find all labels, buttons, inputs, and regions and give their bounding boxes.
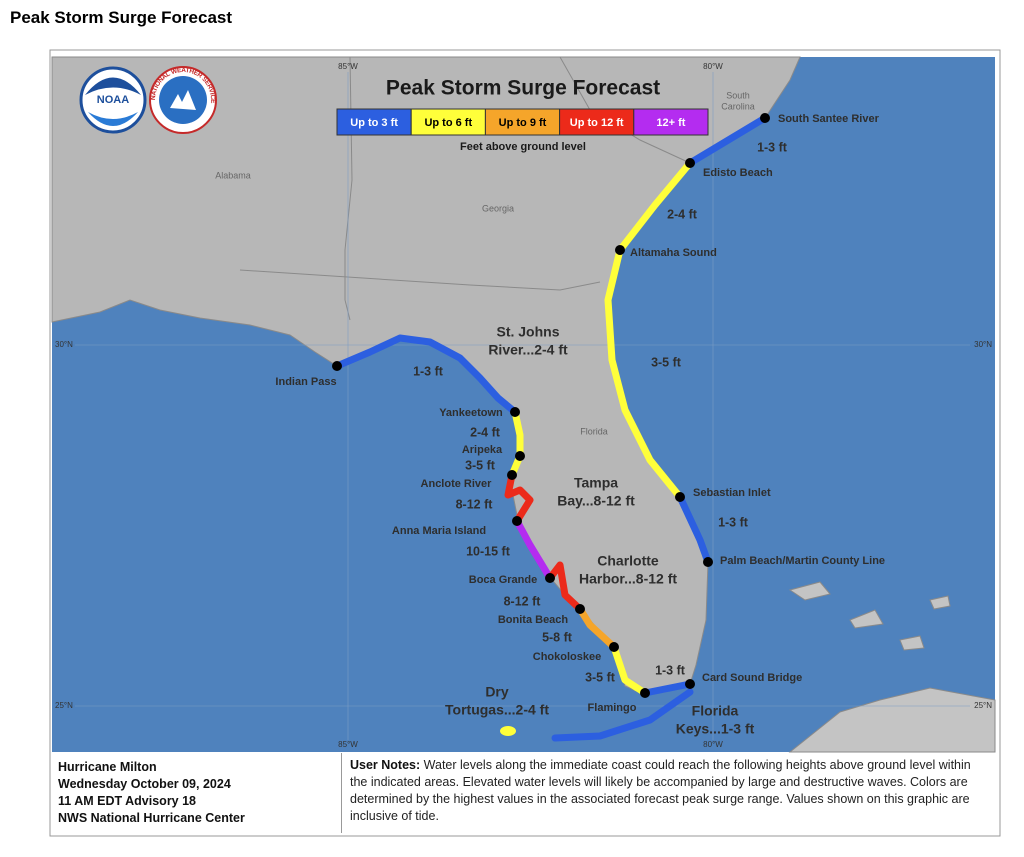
surge-label: 10-15 ft [466,544,511,558]
segment [508,408,524,479]
page-title: Peak Storm Surge Forecast [10,8,233,27]
surge-label: 3-5 ft [651,355,682,369]
advisory-info: Hurricane Milton Wednesday October 09, 20… [52,753,335,833]
surge-label: 3-5 ft [465,458,496,472]
surge-label: 2-4 ft [470,425,501,439]
region-label: South [726,90,750,100]
info-line: Wednesday October 09, 2024 [58,777,231,791]
bahamas [788,581,951,651]
graticule-label: 80°W [703,740,723,749]
surge-label: Charlotte [597,553,659,569]
info-line: NWS National Hurricane Center [58,811,245,825]
graticule-label: 25°N [974,701,992,710]
legend-swatch [559,108,635,136]
surge-label: Tortugas...2-4 ft [445,702,549,718]
surge-label: 8-12 ft [504,594,542,608]
surge-label: 1-3 ft [413,364,444,378]
location-label: Anclote River [421,478,493,490]
user-notes: User Notes: Water levels along the immed… [341,753,993,833]
legend-caption: Feet above ground level [460,141,586,153]
surge-label: 1-3 ft [718,515,749,529]
location-label: Aripeka [462,444,503,456]
surge-label: Florida [692,703,739,719]
surge-label: St. Johns [496,324,559,340]
location-label: Flamingo [588,702,637,714]
legend-label: Up to 9 ft [499,117,547,129]
notes-heading: User Notes: [350,758,421,772]
logo-text: NOAA [97,94,129,106]
location-label: Anna Maria Island [392,525,486,537]
location-label: Indian Pass [275,376,336,388]
graticule-label: 25°N [55,701,73,710]
location-label: Altamaha Sound [630,247,717,259]
surge-label: River...2-4 ft [488,342,568,358]
location-label: Chokoloskee [533,651,601,663]
surge-label: Dry [485,684,509,700]
surge-label: Bay...8-12 ft [557,493,635,509]
region-label: Alabama [215,170,251,180]
surge-label: Harbor...8-12 ft [579,571,677,587]
segment [551,688,694,742]
graticule [75,72,970,740]
segment [546,561,584,613]
region-label: Carolina [721,101,755,111]
location-label: Card Sound Bridge [702,672,802,684]
region-label: Florida [580,426,608,436]
graticule-label: 30°N [55,340,73,349]
cuba [788,687,996,753]
location-label: Bonita Beach [498,614,569,626]
legend-label: Up to 3 ft [350,117,398,129]
region-label: Georgia [482,203,514,213]
segment [604,159,694,501]
location-label: Sebastian Inlet [693,487,771,499]
location-label: Edisto Beach [703,167,773,179]
legend-label: 12+ ft [656,117,685,129]
segment [333,334,519,416]
graticule-label: 85°W [338,62,358,71]
surge-label: 8-12 ft [456,497,494,511]
legend-swatch [633,108,709,136]
location-label: Yankeetown [439,407,503,419]
info-line: 11 AM EDT Advisory 18 [58,794,197,808]
noaa-logo: NOAA [79,66,147,134]
location-label: Palm Beach/Martin County Line [720,555,885,567]
segment [513,517,554,582]
segment [610,643,649,697]
surge-label: 1-3 ft [655,663,686,677]
graticule-label: 85°W [338,740,358,749]
surge-label: Tampa [574,475,618,491]
surge-label: 3-5 ft [585,670,616,684]
surge-label: 1-3 ft [757,140,788,154]
graticule-label: 80°W [703,62,723,71]
surge-label: 5-8 ft [542,630,573,644]
break-points [332,113,770,698]
segment [500,726,516,736]
legend-label: Up to 6 ft [424,117,472,129]
notes-text: Water levels along the immediate coast c… [350,758,971,823]
location-label: Boca Grande [469,574,537,586]
legend-swatch [336,108,412,136]
segment [641,680,694,697]
surge-label: Keys...1-3 ft [676,721,755,737]
graticule-label: 30°N [974,340,992,349]
legend-label: Up to 12 ft [570,117,624,129]
nws-logo: NATIONAL WEATHER SERVICE [149,66,217,134]
coast-segments [333,114,769,742]
segment [676,493,712,566]
map-title: Peak Storm Surge Forecast [386,77,660,100]
info-line: Hurricane Milton [58,760,157,774]
segment [504,471,534,525]
surge-label: 2-4 ft [667,207,698,221]
segment [576,605,618,651]
segment [686,114,769,167]
location-label: South Santee River [778,113,880,125]
